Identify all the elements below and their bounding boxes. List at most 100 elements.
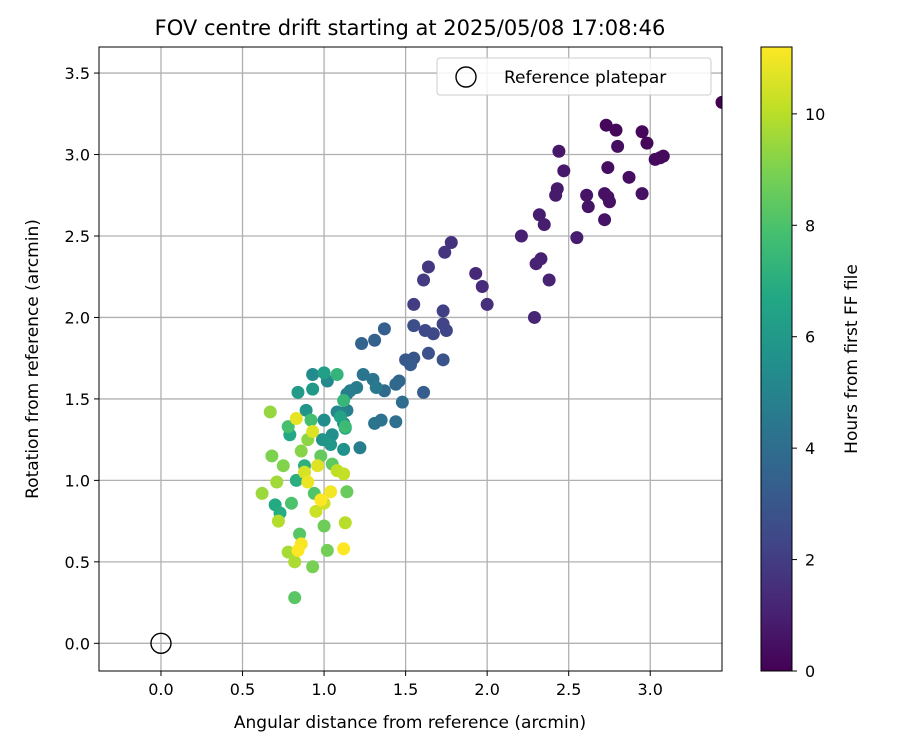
data-point — [715, 95, 722, 109]
reference-marker — [150, 632, 172, 655]
data-point — [309, 504, 323, 518]
legend-label: Reference platepar — [504, 68, 666, 88]
data-point — [288, 555, 302, 569]
x-tick-label: 0.5 — [230, 680, 255, 699]
data-point — [552, 144, 566, 158]
data-point — [635, 125, 649, 139]
data-point — [353, 441, 367, 455]
x-tick-label: 3.0 — [638, 680, 663, 699]
data-point — [436, 304, 450, 318]
data-point — [306, 560, 320, 574]
y-axis-label: Rotation from reference (arcmin) — [23, 219, 43, 499]
data-point — [407, 319, 421, 333]
y-axis-ticks: 0.0 0.5 1.0 1.5 2.0 2.5 3.0 3.5 — [65, 64, 99, 653]
y-tick-label: 1.0 — [65, 471, 90, 490]
data-point — [270, 475, 284, 489]
data-point — [436, 353, 450, 367]
y-tick-label: 0.0 — [65, 634, 90, 653]
data-point — [337, 467, 351, 481]
data-point — [369, 381, 383, 395]
data-point — [580, 188, 594, 202]
colorbar: 0 2 4 6 8 10 Hours from first FF file — [760, 46, 862, 681]
data-point — [542, 273, 556, 287]
plot-frame — [98, 46, 723, 672]
grid — [99, 47, 722, 671]
data-point — [611, 139, 625, 153]
data-point — [514, 229, 528, 243]
data-point — [527, 310, 541, 324]
legend-box — [436, 57, 712, 96]
data-point — [404, 358, 417, 372]
x-tick-label: 0.0 — [148, 680, 173, 699]
data-point — [317, 366, 331, 380]
colorbar-tick-label: 6 — [805, 328, 815, 347]
data-point — [389, 377, 403, 391]
data-point — [338, 516, 352, 530]
colorbar-tick-label: 4 — [805, 439, 815, 458]
data-point — [529, 257, 543, 271]
data-point — [314, 493, 328, 507]
colorbar-tick-label: 10 — [805, 105, 825, 124]
data-point — [340, 485, 354, 499]
data-point — [337, 442, 351, 456]
colorbar-tick-label: 0 — [805, 662, 815, 681]
data-point — [337, 394, 351, 408]
data-point — [421, 346, 435, 360]
data-point — [265, 449, 279, 463]
data-point — [299, 403, 313, 417]
data-point — [311, 459, 325, 473]
chart-title: FOV centre drift starting at 2025/05/08 … — [155, 16, 666, 40]
data-point — [475, 279, 489, 293]
data-point — [635, 187, 649, 201]
data-point — [276, 459, 290, 473]
data-point — [356, 367, 370, 381]
data-point — [421, 260, 435, 274]
data-point — [395, 395, 409, 409]
y-tick-label: 2.5 — [65, 227, 90, 246]
data-point — [368, 333, 382, 347]
colorbar-tick-label: 8 — [805, 216, 815, 235]
data-point — [255, 486, 269, 500]
x-axis-label: Angular distance from reference (arcmin) — [234, 713, 586, 733]
data-point — [288, 591, 302, 605]
data-point — [317, 413, 331, 427]
data-point — [537, 218, 551, 232]
data-point — [330, 367, 344, 381]
data-point — [480, 297, 494, 311]
data-point — [306, 382, 320, 396]
data-point — [314, 449, 328, 463]
data-point — [263, 405, 277, 419]
y-tick-label: 1.5 — [65, 390, 90, 409]
colorbar-label: Hours from first FF file — [842, 264, 862, 454]
data-point — [317, 519, 331, 533]
data-point — [439, 323, 453, 337]
colorbar-gradient — [760, 46, 793, 672]
data-point — [289, 473, 303, 487]
data-point — [291, 543, 305, 557]
data-point — [338, 420, 352, 434]
data-point — [297, 465, 311, 479]
y-tick-label: 0.5 — [65, 553, 90, 572]
data-point — [532, 208, 546, 222]
y-tick-label: 3.5 — [65, 64, 90, 83]
data-point — [294, 444, 308, 458]
colorbar-ticks: 0 2 4 6 8 10 — [792, 105, 825, 681]
data-point — [333, 410, 347, 424]
data-point — [320, 543, 334, 557]
data-point — [444, 236, 458, 250]
data-point — [438, 245, 452, 259]
data-points — [255, 95, 722, 605]
data-point — [271, 514, 285, 528]
data-point — [293, 527, 307, 541]
x-tick-label: 2.5 — [556, 680, 581, 699]
data-point — [281, 545, 295, 559]
data-point — [601, 161, 615, 175]
data-point — [325, 428, 339, 442]
data-point — [368, 416, 382, 430]
data-point — [417, 273, 431, 287]
data-point — [324, 438, 338, 452]
data-point — [640, 136, 654, 150]
data-point — [301, 475, 315, 489]
y-tick-label: 3.0 — [65, 146, 90, 165]
